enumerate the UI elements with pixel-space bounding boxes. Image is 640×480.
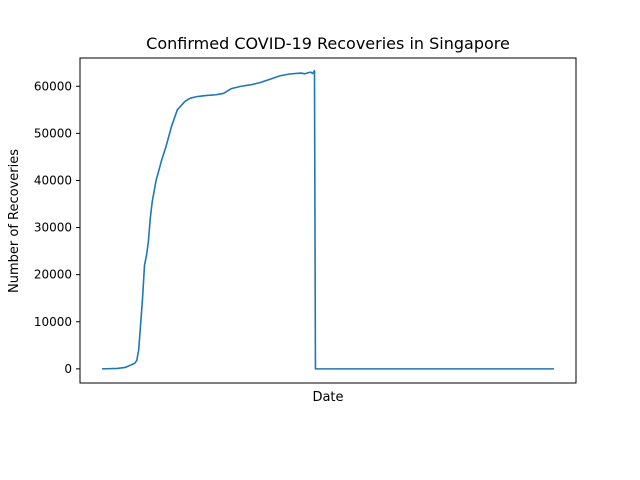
y-tick-label: 30000 bbox=[34, 221, 72, 235]
chart-title: Confirmed COVID-19 Recoveries in Singapo… bbox=[146, 34, 510, 53]
y-tick-label: 50000 bbox=[34, 126, 72, 140]
y-tick-label: 10000 bbox=[34, 315, 72, 329]
plot-frame bbox=[79, 57, 577, 384]
y-tick-label: 0 bbox=[64, 362, 72, 376]
series-lines bbox=[101, 69, 554, 370]
series-line-0 bbox=[101, 69, 554, 370]
y-tick-label: 60000 bbox=[34, 79, 72, 93]
x-axis-label: Date bbox=[312, 390, 343, 405]
y-tick-label: 40000 bbox=[34, 173, 72, 187]
y-axis-label: Number of Recoveries bbox=[7, 149, 22, 293]
y-tick-label: 20000 bbox=[34, 268, 72, 282]
y-axis-ticks: 0 10000 20000 30000 40000 50000 60000 bbox=[34, 79, 80, 376]
